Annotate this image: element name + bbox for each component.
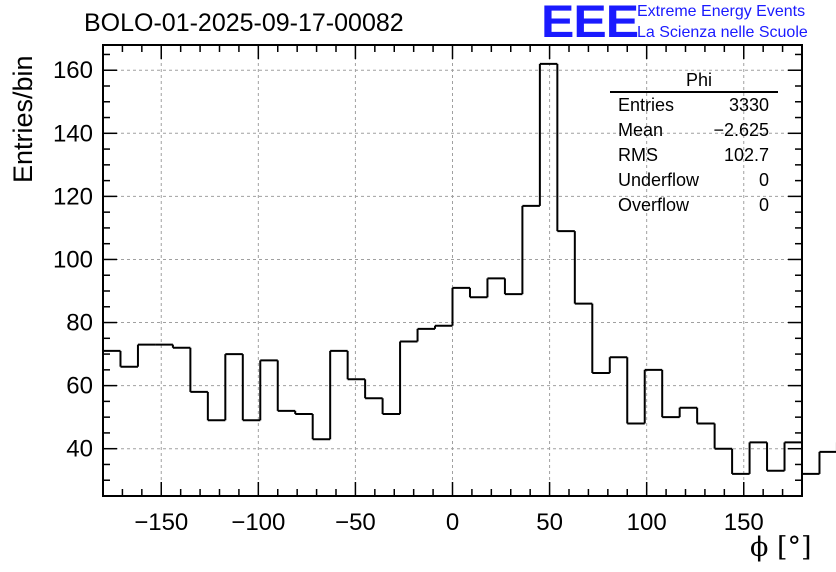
- stat-row-underflow: Underflow 0: [610, 168, 778, 193]
- y-tick-label: 120: [53, 183, 93, 210]
- logo-line-2: La Scienza nelle Scuole: [637, 24, 808, 41]
- y-tick-label: 40: [66, 436, 93, 463]
- stat-value: −2.625: [713, 120, 769, 140]
- logo-line-1: Extreme Energy Events: [637, 3, 806, 20]
- x-tick-label: −50: [335, 509, 376, 536]
- x-tick-label: 100: [627, 509, 667, 536]
- stat-label: Mean: [618, 120, 664, 140]
- y-tick-label: 60: [66, 373, 93, 400]
- stat-value: 0: [758, 170, 769, 190]
- x-tick-label: 50: [536, 509, 563, 536]
- stat-row-mean: Mean −2.625: [610, 118, 778, 143]
- stat-label: Entries: [618, 95, 675, 115]
- stat-row-rms: RMS 102.7: [610, 143, 778, 168]
- stat-value: 102.7: [723, 145, 769, 165]
- stat-row-entries: Entries 3330: [610, 93, 778, 118]
- stats-title: Phi: [610, 70, 778, 93]
- run-title: BOLO-01-2025-09-17-00082: [84, 9, 404, 37]
- x-tick-label: −150: [134, 509, 188, 536]
- stat-label: RMS: [618, 145, 658, 165]
- y-axis-label: Entries/bin: [8, 55, 38, 183]
- y-tick-label: 80: [66, 310, 93, 337]
- stat-value: 3330: [728, 95, 769, 115]
- x-axis-label: ϕ [°]: [750, 532, 812, 563]
- stat-label: Overflow: [618, 195, 690, 215]
- stat-row-overflow: Overflow 0: [610, 193, 778, 218]
- y-tick-label: 160: [53, 57, 93, 84]
- y-tick-label: 100: [53, 246, 93, 273]
- x-tick-label: 0: [446, 509, 459, 536]
- y-tick-label: 140: [53, 120, 93, 147]
- stats-box: Phi Entries 3330 Mean −2.625 RMS 102.7 U…: [610, 70, 778, 218]
- x-tick-label: 150: [724, 509, 764, 536]
- x-tick-label: −100: [231, 509, 285, 536]
- stat-value: 0: [758, 195, 769, 215]
- stat-label: Underflow: [618, 170, 700, 190]
- eee-logo: EEE: [541, 0, 639, 47]
